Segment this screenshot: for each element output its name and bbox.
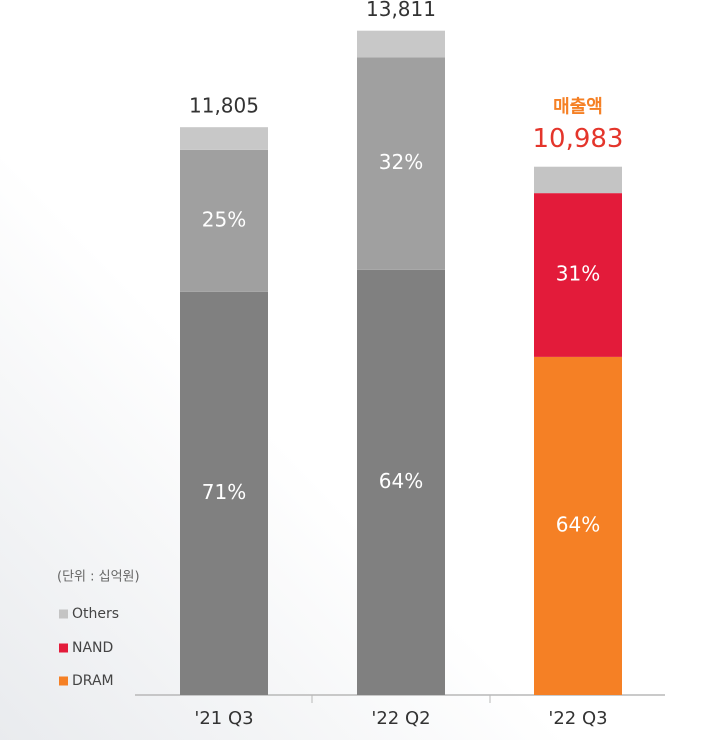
bar-segment [534, 193, 622, 357]
bar-segment [357, 269, 445, 695]
legend-swatch [59, 609, 68, 619]
data-label: 32% [379, 150, 423, 174]
bar-segment [180, 291, 268, 695]
unit-note: (단위 : 십억원) [57, 570, 140, 585]
bar-segment [534, 166, 622, 194]
total-label: 10,983 [533, 124, 624, 154]
x-tick-label: '21 Q3 [194, 708, 253, 729]
data-label: 64% [556, 512, 600, 536]
legend-label: Others [72, 606, 119, 622]
total-label: 13,811 [366, 0, 436, 21]
bar-segment [357, 30, 445, 58]
bar-segment [180, 149, 268, 292]
total-label: 11,805 [189, 94, 259, 118]
bar-segment [180, 127, 268, 150]
legend-swatch [59, 676, 68, 686]
legend-label: DRAM [72, 673, 114, 689]
bar-segment [357, 57, 445, 270]
bar-segment [534, 356, 622, 695]
annotation: 매출액 [553, 97, 603, 118]
data-label: 71% [202, 480, 246, 504]
data-label: 25% [202, 207, 246, 231]
data-label: 31% [556, 262, 600, 286]
x-tick-label: '22 Q3 [548, 708, 607, 729]
legend-label: NAND [72, 640, 113, 656]
data-label: 64% [379, 469, 423, 493]
x-tick-label: '22 Q2 [371, 708, 430, 729]
legend-swatch [59, 643, 68, 653]
